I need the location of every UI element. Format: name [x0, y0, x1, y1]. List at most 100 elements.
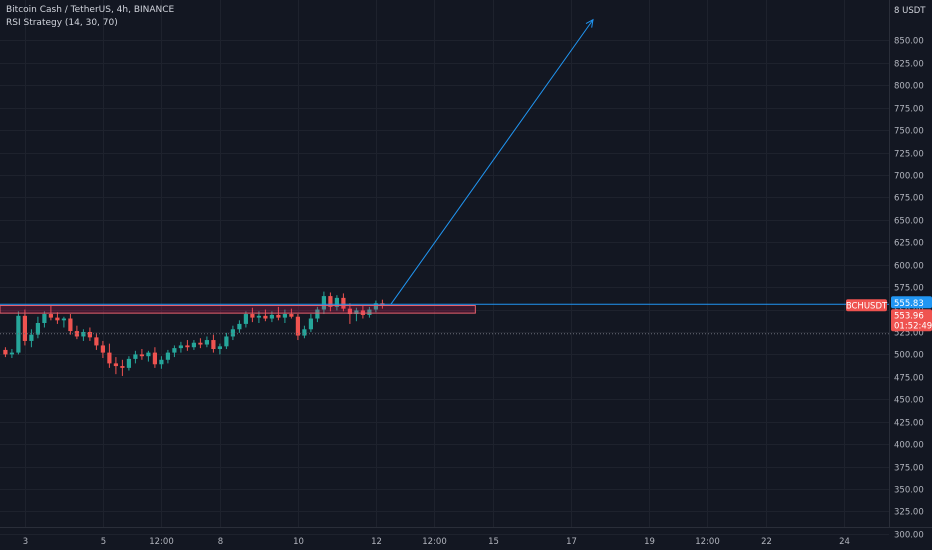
candle-body-up — [9, 352, 14, 355]
price-tick-label: 300.00 — [894, 531, 924, 541]
candle-body-up — [172, 348, 177, 353]
time-tick-label: 5 — [101, 537, 106, 547]
candle-body-up — [146, 352, 151, 357]
price-tick-label: 800.00 — [894, 82, 924, 92]
time-tick-label: 3 — [23, 537, 28, 547]
candle-body-up — [315, 309, 320, 319]
price-tick-label: 650.00 — [894, 217, 924, 227]
time-tick-label: 24 — [839, 537, 850, 547]
time-tick-label: 17 — [566, 537, 577, 547]
candle-body-down — [100, 345, 105, 353]
candle-body-down — [341, 297, 346, 309]
candle-body-up — [237, 323, 242, 330]
candle-body-up — [224, 336, 229, 347]
candle-body-down — [120, 366, 125, 368]
last-price-tag-bg — [891, 309, 932, 332]
candle-body-up — [302, 329, 307, 336]
candle-body-down — [3, 349, 8, 355]
candle-body-up — [367, 309, 372, 315]
candle-body-up — [354, 310, 359, 315]
candle-body-up — [178, 345, 183, 349]
line-price-tag-label: 555.83 — [894, 299, 924, 309]
price-tick-label: 375.00 — [894, 464, 924, 474]
countdown-tag-label: 01:52:49 — [894, 321, 932, 331]
price-tick-label: 700.00 — [894, 172, 924, 182]
strategy-title[interactable]: RSI Strategy (14, 30, 70) — [6, 18, 118, 28]
candle-body-up — [334, 297, 339, 307]
resistance-zone — [0, 305, 476, 314]
symbol-title[interactable]: Bitcoin Cash / TetherUS, 4h, BINANCE — [6, 5, 175, 15]
time-tick-label: 22 — [761, 537, 772, 547]
price-tick-label: 400.00 — [894, 441, 924, 451]
candle-body-down — [198, 342, 203, 345]
candle-body-down — [250, 314, 255, 318]
candle-body-down — [276, 314, 281, 318]
candle-body-down — [68, 318, 73, 332]
price-tick-label: 350.00 — [894, 486, 924, 496]
grid-lines — [0, 0, 889, 535]
price-tick-label: 575.00 — [894, 284, 924, 294]
candle-body-up — [269, 314, 274, 319]
candle-body-down — [289, 314, 294, 317]
candle-body-up — [42, 314, 47, 324]
price-tick-label: 850.00 — [894, 37, 924, 47]
candle-body-up — [243, 314, 248, 324]
time-tick-label: 12:00 — [422, 537, 447, 547]
time-tick-label: 12 — [371, 537, 382, 547]
candle-body-up — [282, 314, 287, 318]
candle-body-up — [81, 331, 86, 337]
candle-body-up — [256, 315, 261, 318]
price-tick-label: 450.00 — [894, 396, 924, 406]
price-tick-label: 325.00 — [894, 508, 924, 518]
time-tick-label: 12:00 — [149, 537, 174, 547]
candle-body-down — [55, 317, 60, 321]
price-axis[interactable]: 850.00 825.00 800.00 775.00 750.00 725.00 700.… — [889, 0, 927, 541]
price-tick-label: 425.00 — [894, 419, 924, 429]
candle-body-up — [191, 342, 196, 348]
candle-body-down — [211, 340, 216, 350]
price-tick-label: 625.00 — [894, 239, 924, 249]
price-tick-label: 600.00 — [894, 262, 924, 272]
candle-body-up — [35, 323, 40, 335]
candle-body-up — [321, 296, 326, 310]
candle-body-down — [139, 354, 144, 357]
candle-body-down — [74, 331, 79, 337]
candle-body-up — [29, 334, 34, 341]
time-tick-label: 15 — [488, 537, 499, 547]
time-tick-label: 19 — [644, 537, 655, 547]
candle-body-down — [22, 315, 27, 341]
price-tick-label: 750.00 — [894, 127, 924, 137]
candle-body-down — [295, 316, 300, 336]
price-tick-label: 775.00 — [894, 105, 924, 115]
candle-body-up — [308, 318, 313, 330]
drawings[interactable] — [0, 18, 889, 335]
candle-body-down — [152, 352, 157, 365]
projection-arrow-head — [585, 18, 594, 28]
candle-body-down — [328, 296, 333, 307]
price-unit-label: 8 USDT — [894, 6, 926, 16]
candle-body-up — [165, 352, 170, 360]
candle-body-down — [263, 315, 268, 319]
candle-body-up — [61, 318, 66, 321]
candle-body-down — [185, 345, 190, 348]
time-axis[interactable]: 3 5 12:00 8 10 12 12:00 15 17 19 12:00 22 24 — [0, 527, 932, 548]
time-tick-label: 8 — [218, 537, 223, 547]
last-price-tag-label: 553.96 — [894, 311, 924, 321]
symbol-tag-bg — [846, 299, 887, 312]
symbol-tag-label: BCHUSDT — [846, 301, 888, 311]
candle-body-down — [107, 352, 112, 364]
price-tick-label: 500.00 — [894, 351, 924, 361]
candle-body-down — [87, 331, 92, 338]
chart-legend: Bitcoin Cash / TetherUS, 4h, BINANCE RSI… — [6, 4, 174, 30]
price-tick-label: 825.00 — [894, 60, 924, 70]
candle-body-up — [204, 340, 209, 345]
line-price-tag-bg — [891, 296, 932, 309]
candle-body-down — [113, 363, 118, 367]
candle-body-down — [48, 314, 53, 318]
price-tick-label: 725.00 — [894, 150, 924, 160]
price-tick-label: 525.00 — [894, 329, 924, 339]
candle-body-up — [126, 358, 131, 368]
